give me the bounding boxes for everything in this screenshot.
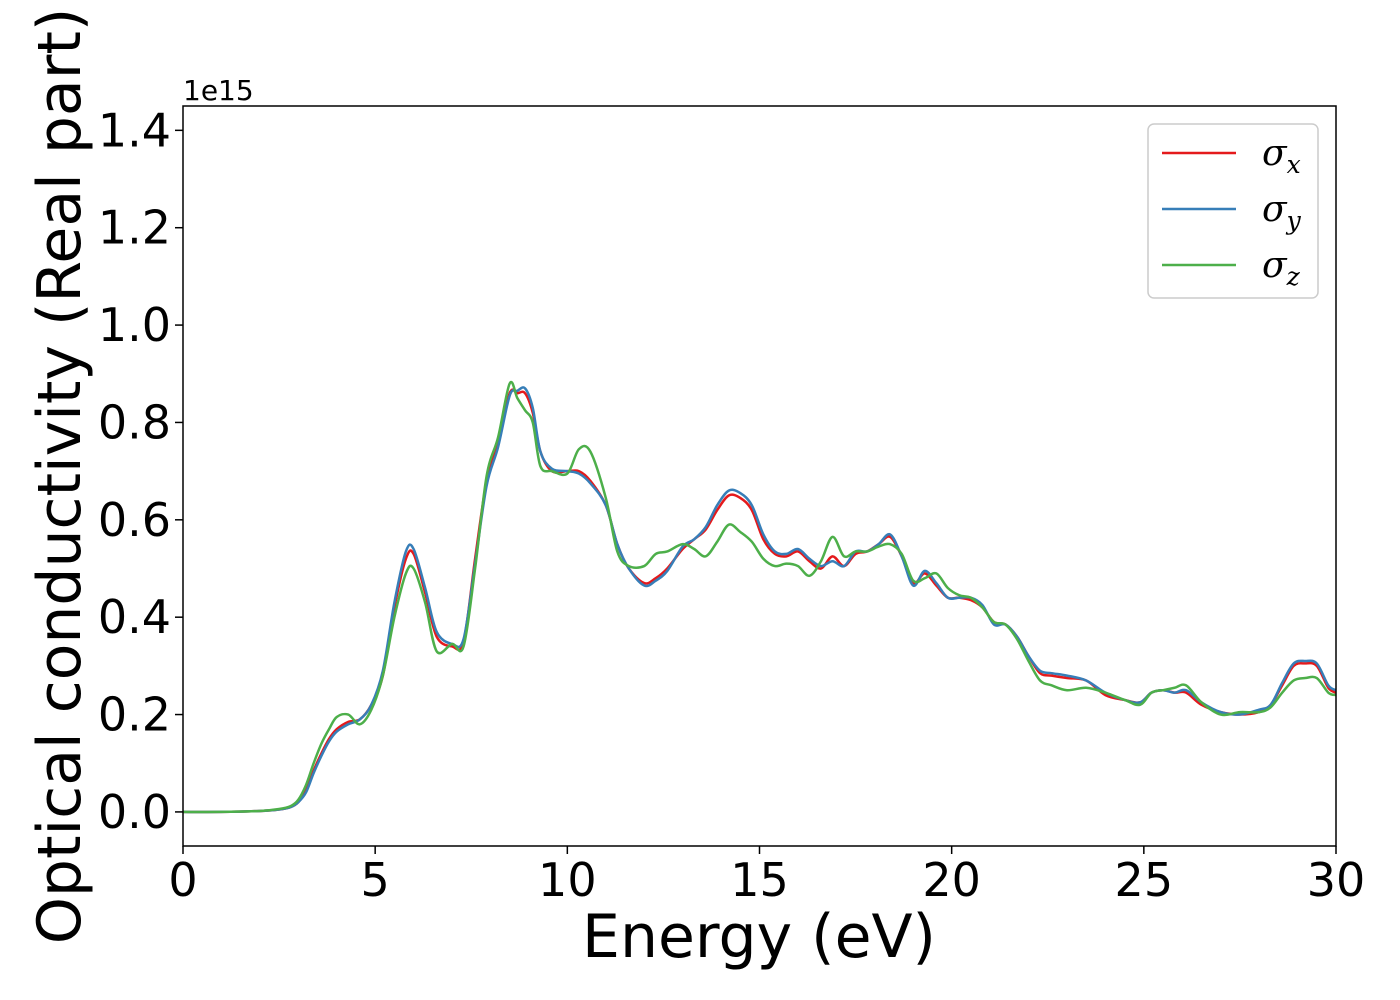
y-tick-label: 0.0 [98, 785, 171, 839]
legend-label-y: σy [1262, 189, 1302, 235]
y-tick-label: 0.6 [98, 493, 171, 547]
x-tick-label: 5 [361, 853, 390, 907]
x-tick-label: 0 [168, 853, 197, 907]
y-tick-label: 0.8 [98, 395, 171, 449]
x-tick-label: 20 [922, 853, 981, 907]
series-layer [183, 380, 1336, 814]
y-tick-label: 0.2 [98, 688, 171, 742]
legend-symbol: σ [1262, 189, 1288, 230]
legend-symbol: σ [1262, 133, 1288, 174]
series-line-z [183, 380, 1336, 814]
legend-label-x: σx [1262, 133, 1301, 179]
legend-subscript: z [1286, 262, 1301, 291]
legend-subscript: y [1286, 206, 1302, 235]
y-tick-label: 1.2 [98, 201, 171, 255]
x-tick-label: 25 [1115, 853, 1174, 907]
y-axis-ticks: 0.0 0.2 0.4 0.6 0.8 1.0 1.2 1.4 [98, 103, 183, 839]
legend-symbol: σ [1262, 245, 1288, 286]
x-tick-label: 30 [1307, 853, 1366, 907]
plot-background [183, 106, 1336, 846]
x-tick-label: 15 [730, 853, 789, 907]
x-axis-label: Energy (eV) [582, 902, 936, 972]
legend-subscript: x [1287, 150, 1301, 179]
x-axis-ticks: 0 5 10 15 20 25 30 [168, 846, 1365, 907]
legend-box [1147, 123, 1319, 299]
y-axis-label: Optical conductivity (Real part) [25, 8, 95, 945]
legend-label-z: σz [1262, 245, 1301, 291]
y-tick-label: 1.0 [98, 298, 171, 352]
y-tick-label: 0.4 [98, 590, 171, 644]
y-offset-label: 1e15 [183, 74, 254, 107]
x-tick-label: 10 [538, 853, 597, 907]
y-tick-label: 1.4 [98, 103, 171, 157]
series-line-y [183, 386, 1336, 814]
